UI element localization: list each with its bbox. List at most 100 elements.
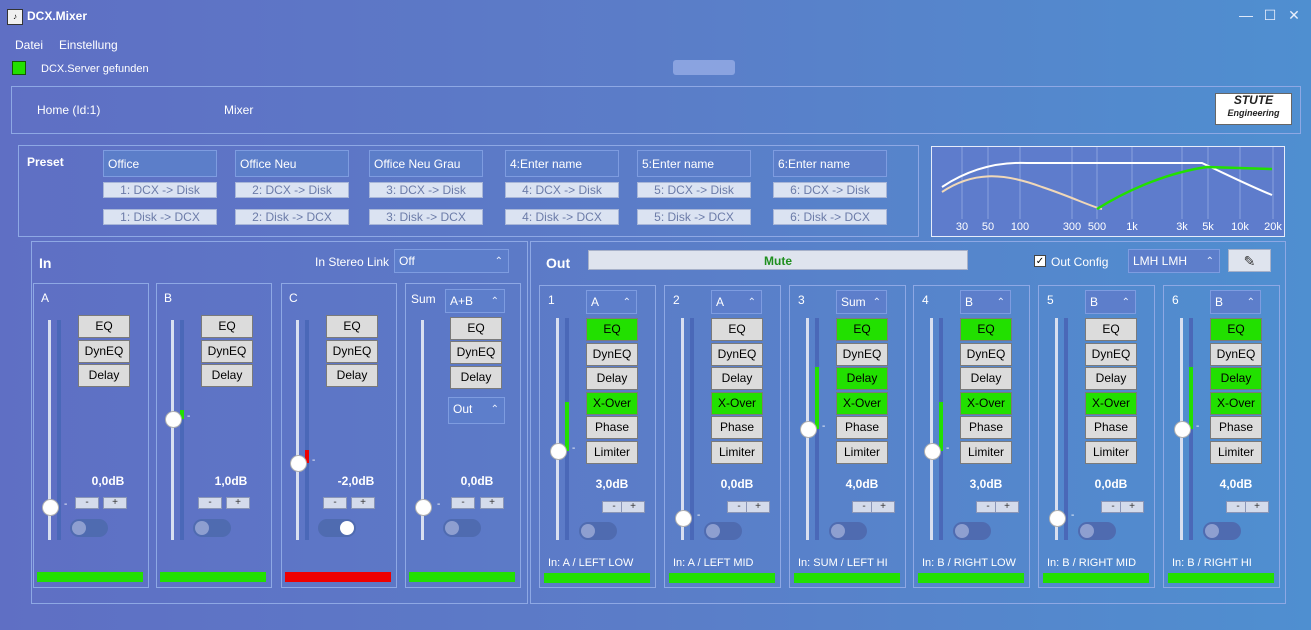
xover-button[interactable]: X-Over — [836, 391, 888, 415]
eq-button[interactable]: EQ — [1085, 318, 1137, 341]
dyneq-button[interactable]: DynEQ — [1210, 342, 1262, 366]
dyneq-button[interactable]: DynEQ — [836, 342, 888, 366]
preset-load-button[interactable]: 3: Disk -> DCX — [369, 209, 483, 225]
dyneq-button[interactable]: DynEQ — [1085, 342, 1137, 366]
fader-knob[interactable] — [290, 455, 307, 472]
preset-name-field[interactable]: Office — [103, 150, 217, 177]
output-source-select[interactable]: B ⌃ — [960, 290, 1011, 314]
dyneq-button[interactable]: DynEQ — [450, 341, 502, 364]
limiter-button[interactable]: Limiter — [960, 440, 1012, 464]
preset-name-field[interactable]: 4:Enter name — [505, 150, 619, 177]
out-config-select[interactable]: LMH LMH ⌃ — [1128, 249, 1220, 273]
gain-minus-button[interactable]: - — [323, 497, 347, 509]
limiter-button[interactable]: Limiter — [836, 440, 888, 464]
dyneq-button[interactable]: DynEQ — [960, 342, 1012, 366]
output-toggle[interactable] — [1078, 522, 1116, 540]
delay-button[interactable]: Delay — [960, 367, 1012, 390]
delay-button[interactable]: Delay — [586, 367, 638, 390]
preset-save-button[interactable]: 1: DCX -> Disk — [103, 182, 217, 198]
delay-button[interactable]: Delay — [326, 364, 378, 387]
sum-toggle[interactable] — [443, 519, 481, 537]
gain-plus-button[interactable]: + — [351, 497, 375, 509]
output-source-select[interactable]: A ⌃ — [586, 290, 637, 314]
input-toggle[interactable] — [318, 519, 356, 537]
fader-knob[interactable] — [1174, 421, 1191, 438]
gain-plus-button[interactable]: + — [226, 497, 250, 509]
output-source-select[interactable]: A ⌃ — [711, 290, 762, 314]
gain-plus-button[interactable]: + — [995, 501, 1019, 513]
delay-button[interactable]: Delay — [711, 367, 763, 390]
preset-save-button[interactable]: 6: DCX -> Disk — [773, 182, 887, 198]
mute-button[interactable]: Mute — [588, 250, 968, 270]
gain-minus-button[interactable]: - — [198, 497, 222, 509]
preset-save-button[interactable]: 5: DCX -> Disk — [637, 182, 751, 198]
dyneq-button[interactable]: DynEQ — [201, 340, 253, 363]
eq-button[interactable]: EQ — [586, 318, 638, 341]
sum-source-select[interactable]: A+B ⌃ — [445, 289, 505, 313]
xover-button[interactable]: X-Over — [711, 391, 763, 415]
eq-button[interactable]: EQ — [960, 318, 1012, 341]
gain-minus-button[interactable]: - — [451, 497, 475, 509]
eq-button[interactable]: EQ — [836, 318, 888, 341]
fader-knob[interactable] — [165, 411, 182, 428]
gain-plus-button[interactable]: + — [103, 497, 127, 509]
stereo-link-select[interactable]: Off ⌃ — [394, 249, 509, 273]
preset-name-field[interactable]: 5:Enter name — [637, 150, 751, 177]
fader-knob[interactable] — [675, 510, 692, 527]
preset-save-button[interactable]: 3: DCX -> Disk — [369, 182, 483, 198]
eq-button[interactable]: EQ — [326, 315, 378, 338]
input-toggle[interactable] — [70, 519, 108, 537]
output-source-select[interactable]: B ⌃ — [1210, 290, 1261, 314]
output-source-select[interactable]: B ⌃ — [1085, 290, 1136, 314]
eq-button[interactable]: EQ — [711, 318, 763, 341]
delay-button[interactable]: Delay — [1210, 367, 1262, 390]
delay-button[interactable]: Delay — [201, 364, 253, 387]
preset-name-field[interactable]: Office Neu — [235, 150, 349, 177]
gain-plus-button[interactable]: + — [621, 501, 645, 513]
limiter-button[interactable]: Limiter — [1085, 440, 1137, 464]
dyneq-button[interactable]: DynEQ — [711, 342, 763, 366]
eq-button[interactable]: EQ — [201, 315, 253, 338]
dyneq-button[interactable]: DynEQ — [326, 340, 378, 363]
maximize-icon[interactable]: ☐ — [1263, 7, 1277, 23]
output-toggle[interactable] — [704, 522, 742, 540]
out-config-checkbox[interactable]: ✓ — [1034, 255, 1046, 267]
minimize-icon[interactable]: — — [1239, 7, 1253, 23]
menu-einstellung[interactable]: Einstellung — [59, 38, 118, 52]
menu-datei[interactable]: Datei — [15, 38, 44, 52]
delay-button[interactable]: Delay — [450, 366, 502, 389]
xover-button[interactable]: X-Over — [1210, 391, 1262, 415]
gain-plus-button[interactable]: + — [746, 501, 770, 513]
gain-plus-button[interactable]: + — [480, 497, 504, 509]
gain-plus-button[interactable]: + — [1120, 501, 1144, 513]
input-toggle[interactable] — [193, 519, 231, 537]
limiter-button[interactable]: Limiter — [1210, 440, 1262, 464]
output-toggle[interactable] — [1203, 522, 1241, 540]
phase-button[interactable]: Phase — [1085, 416, 1137, 439]
dyneq-button[interactable]: DynEQ — [78, 340, 130, 363]
preset-load-button[interactable]: 6: Disk -> DCX — [773, 209, 887, 225]
output-toggle[interactable] — [579, 522, 617, 540]
fader-knob[interactable] — [550, 443, 567, 460]
phase-button[interactable]: Phase — [711, 416, 763, 439]
delay-button[interactable]: Delay — [78, 364, 130, 387]
output-source-select[interactable]: Sum ⌃ — [836, 290, 887, 314]
gain-minus-button[interactable]: - — [75, 497, 99, 509]
xover-button[interactable]: X-Over — [586, 391, 638, 415]
top-handle-button[interactable] — [673, 60, 735, 75]
close-icon[interactable]: ✕ — [1288, 7, 1300, 23]
eq-button[interactable]: EQ — [450, 317, 502, 340]
fader-knob[interactable] — [415, 499, 432, 516]
phase-button[interactable]: Phase — [586, 416, 638, 439]
fader-knob[interactable] — [800, 421, 817, 438]
phase-button[interactable]: Phase — [1210, 416, 1262, 439]
eq-button[interactable]: EQ — [1210, 318, 1262, 341]
phase-button[interactable]: Phase — [836, 416, 888, 439]
fader-knob[interactable] — [924, 443, 941, 460]
output-toggle[interactable] — [829, 522, 867, 540]
output-toggle[interactable] — [953, 522, 991, 540]
fader-knob[interactable] — [1049, 510, 1066, 527]
pencil-icon[interactable]: ✎ — [1228, 249, 1271, 272]
gain-minus-button[interactable]: - — [1226, 501, 1250, 513]
preset-name-field[interactable]: 6:Enter name — [773, 150, 887, 177]
